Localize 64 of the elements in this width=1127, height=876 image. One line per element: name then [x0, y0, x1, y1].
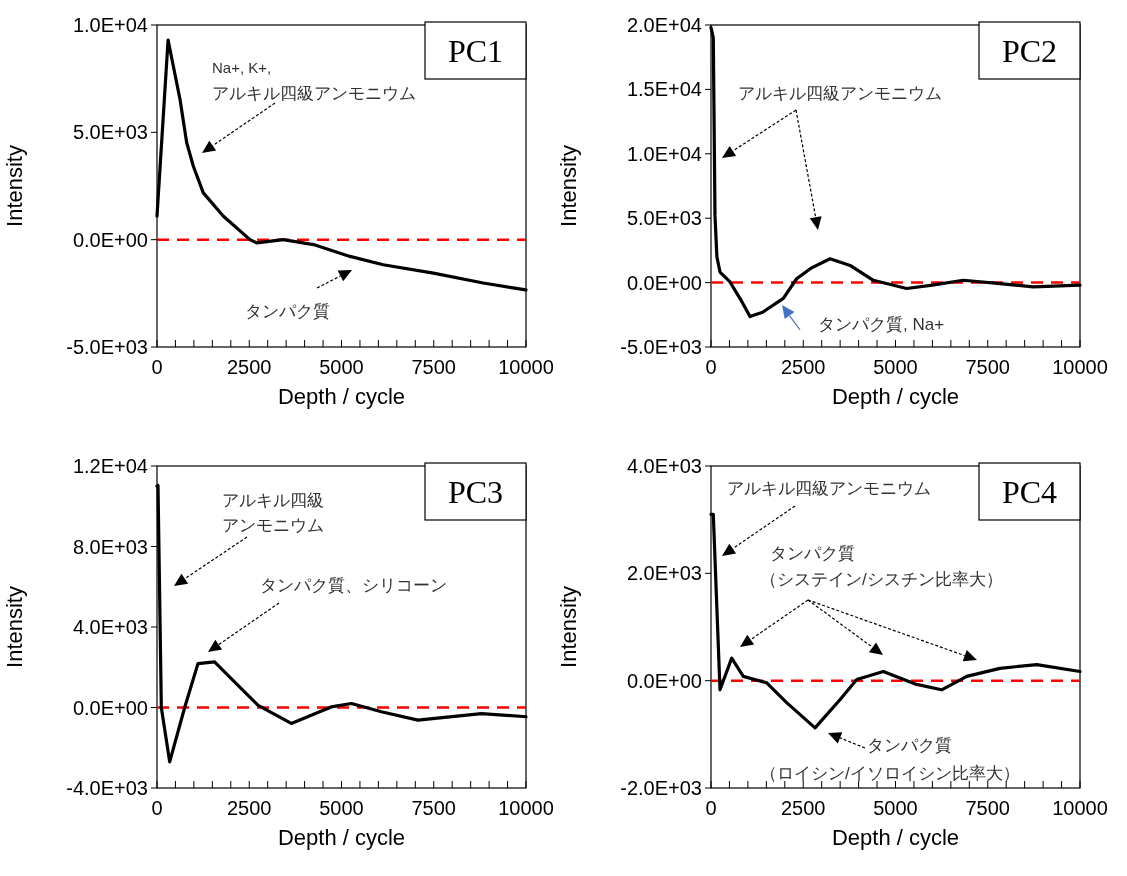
x-tick-label: 2500	[781, 356, 826, 378]
y-axis-title: Intensity	[2, 586, 27, 668]
y-tick-label: 4.0E+03	[626, 455, 702, 477]
chart-title: PC2	[1001, 33, 1058, 69]
x-tick-label: 2500	[781, 797, 826, 819]
x-tick-label: 10000	[498, 797, 554, 819]
x-tick-label: 5000	[873, 797, 918, 819]
x-tick-label: 7500	[411, 356, 456, 378]
annotation: アルキル四級アンモニウム	[212, 84, 416, 103]
x-axis-title: Depth / cycle	[277, 825, 406, 850]
annotation: アンモニウム	[222, 516, 324, 535]
y-axis-title: Intensity	[2, 145, 27, 227]
y-tick-label: 0.0E+00	[626, 669, 702, 692]
y-tick-label: 5.0E+03	[626, 207, 702, 230]
x-tick-label: 7500	[965, 356, 1010, 378]
y-tick-label: 1.5E+04	[626, 78, 702, 101]
y-tick-label: 0.0E+00	[72, 228, 148, 251]
x-tick-label: 5000	[319, 797, 364, 819]
annotation: アルキル四級アンモニウム	[727, 479, 931, 498]
annotation: タンパク質	[244, 302, 330, 321]
y-tick-label: 0.0E+00	[626, 271, 702, 294]
x-tick-label: 2500	[227, 356, 272, 378]
y-tick-label: 0.0E+00	[72, 696, 148, 719]
chart-title: PC1	[447, 33, 504, 69]
x-tick-label: 0	[705, 797, 717, 819]
y-tick-label: -4.0E+03	[66, 777, 148, 799]
annotation: タンパク質、シリコーン	[260, 576, 447, 595]
y-tick-label: 5.0E+03	[72, 121, 148, 144]
annotation: アルキル四級	[222, 491, 324, 510]
x-tick-label: 0	[705, 356, 717, 378]
x-tick-label: 7500	[411, 797, 456, 819]
y-tick-label: 2.0E+03	[626, 562, 702, 585]
annotation: （ロイシン/イソロイシン比率大）	[760, 764, 1020, 783]
annotation: タンパク質, Na+	[818, 315, 945, 334]
x-axis-title: Depth / cycle	[831, 825, 960, 850]
x-tick-label: 0	[151, 356, 163, 378]
y-tick-label: 2.0E+04	[626, 14, 702, 36]
x-tick-label: 10000	[1052, 797, 1108, 819]
y-axis-title: Intensity	[556, 586, 581, 668]
y-tick-label: -2.0E+03	[620, 777, 702, 799]
x-tick-label: 5000	[319, 356, 364, 378]
x-axis-title: Depth / cycle	[277, 384, 406, 409]
annotation: アルキル四級アンモニウム	[738, 84, 942, 103]
annotation: （システイン/シスチン比率大）	[760, 570, 1003, 589]
chart-title: PC3	[447, 474, 504, 510]
x-tick-label: 0	[151, 797, 163, 819]
x-tick-label: 10000	[1052, 356, 1108, 378]
x-tick-label: 7500	[965, 797, 1010, 819]
annotation: タンパク質	[770, 544, 855, 563]
y-tick-label: 1.0E+04	[626, 142, 702, 165]
x-tick-label: 5000	[873, 356, 918, 378]
y-tick-label: 8.0E+03	[72, 535, 148, 558]
y-tick-label: 4.0E+03	[72, 616, 148, 638]
y-axis-title: Intensity	[556, 145, 581, 227]
y-tick-label: -5.0E+03	[66, 336, 148, 358]
y-tick-label: 1.0E+04	[72, 14, 148, 36]
x-tick-label: 2500	[227, 797, 272, 819]
x-tick-label: 10000	[498, 356, 554, 378]
annotation: タンパク質	[867, 736, 952, 755]
x-axis-title: Depth / cycle	[831, 384, 960, 409]
y-tick-label: -5.0E+03	[620, 336, 702, 358]
y-tick-label: 1.2E+04	[72, 455, 148, 477]
chart-title: PC4	[1001, 474, 1058, 510]
annotation: Na+, K+,	[212, 59, 272, 76]
